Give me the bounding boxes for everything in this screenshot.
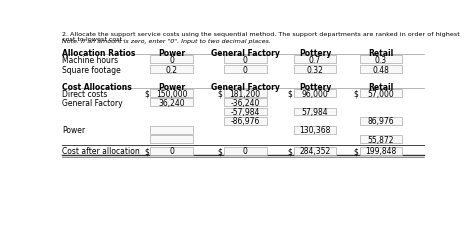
Text: Cost after allocation: Cost after allocation <box>63 147 140 156</box>
Text: Machine hours: Machine hours <box>63 56 118 64</box>
Text: 0: 0 <box>169 147 174 156</box>
Bar <box>150 127 193 134</box>
Bar <box>360 147 402 155</box>
Text: Power: Power <box>63 126 85 135</box>
Text: 130,368: 130,368 <box>299 126 331 135</box>
Text: Retail: Retail <box>368 49 393 58</box>
Bar <box>294 147 337 155</box>
Bar <box>224 108 266 116</box>
Text: 96,000: 96,000 <box>301 89 328 98</box>
Text: $: $ <box>144 89 149 98</box>
Text: 57,000: 57,000 <box>367 89 394 98</box>
Text: 284,352: 284,352 <box>300 147 331 156</box>
Bar <box>224 66 266 74</box>
Text: 150,000: 150,000 <box>156 89 187 98</box>
Text: $: $ <box>287 89 292 98</box>
Bar <box>224 99 266 107</box>
Bar <box>294 66 337 74</box>
Text: $: $ <box>218 89 222 98</box>
Text: Pottery: Pottery <box>299 83 331 92</box>
Bar <box>294 108 337 116</box>
Bar <box>224 90 266 98</box>
Text: -86,976: -86,976 <box>230 117 260 126</box>
Bar <box>294 127 337 134</box>
Bar <box>360 118 402 125</box>
Bar <box>360 56 402 64</box>
Bar <box>360 90 402 98</box>
Text: 0.2: 0.2 <box>165 66 178 74</box>
Text: 0.7: 0.7 <box>309 56 321 64</box>
Text: -57,984: -57,984 <box>230 108 260 116</box>
Bar <box>150 99 193 107</box>
Text: $: $ <box>218 147 222 156</box>
Text: 0: 0 <box>243 56 248 64</box>
Text: Retail: Retail <box>368 83 393 92</box>
Text: 0: 0 <box>169 56 174 64</box>
Bar <box>224 147 266 155</box>
Text: $: $ <box>144 147 149 156</box>
Text: 36,240: 36,240 <box>158 98 185 107</box>
Text: 0.32: 0.32 <box>307 66 323 74</box>
Text: Power: Power <box>158 49 185 58</box>
Text: Power: Power <box>158 83 185 92</box>
Text: 86,976: 86,976 <box>367 117 394 126</box>
Bar <box>150 66 193 74</box>
Text: Cost Allocations: Cost Allocations <box>63 83 132 92</box>
Text: 199,848: 199,848 <box>365 147 396 156</box>
Text: General Factory: General Factory <box>211 83 280 92</box>
Text: -36,240: -36,240 <box>230 98 260 107</box>
Text: 0.3: 0.3 <box>375 56 387 64</box>
Text: Square footage: Square footage <box>63 66 121 74</box>
Bar <box>294 56 337 64</box>
Bar <box>150 90 193 98</box>
Bar <box>360 66 402 74</box>
Text: Pottery: Pottery <box>299 49 331 58</box>
Text: 57,984: 57,984 <box>301 108 328 116</box>
Text: Note: If an amount is zero, enter "0". Input to two decimal places.: Note: If an amount is zero, enter "0". I… <box>63 38 271 44</box>
Text: Allocation Ratios: Allocation Ratios <box>63 49 136 58</box>
Text: $: $ <box>353 89 358 98</box>
Text: 0: 0 <box>243 66 248 74</box>
Bar <box>150 147 193 155</box>
Text: Direct costs: Direct costs <box>63 89 108 98</box>
Bar <box>224 56 266 64</box>
Text: 0.48: 0.48 <box>373 66 389 74</box>
Text: $: $ <box>287 147 292 156</box>
Bar <box>150 136 193 143</box>
Bar <box>224 118 266 125</box>
Text: 0: 0 <box>243 147 248 156</box>
Text: General Factory: General Factory <box>63 98 123 107</box>
Bar <box>360 136 402 143</box>
Text: 2. Allocate the support service costs using the sequential method. The support d: 2. Allocate the support service costs us… <box>63 32 460 42</box>
Text: 55,872: 55,872 <box>368 135 394 144</box>
Bar <box>150 56 193 64</box>
Text: 181,200: 181,200 <box>230 89 261 98</box>
Text: General Factory: General Factory <box>211 49 280 58</box>
Bar <box>294 90 337 98</box>
Text: $: $ <box>353 147 358 156</box>
